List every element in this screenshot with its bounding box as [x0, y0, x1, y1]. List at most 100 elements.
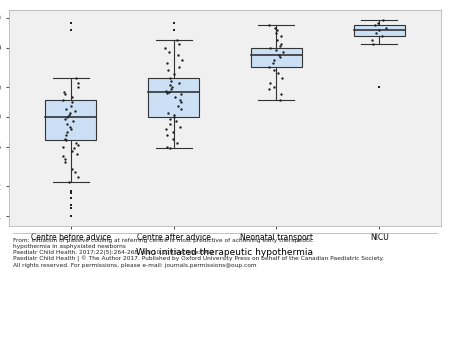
Point	[272, 47, 279, 52]
Point	[277, 55, 284, 60]
Point	[63, 138, 70, 143]
Point	[372, 22, 379, 28]
Point	[171, 112, 178, 118]
Point	[277, 34, 284, 39]
Point	[167, 146, 174, 151]
Point	[168, 84, 176, 90]
Point	[162, 45, 169, 50]
Point	[75, 174, 82, 179]
Point	[167, 78, 175, 84]
Point	[72, 140, 80, 145]
Text: From: Initiation of passive cooling at referring centre is most predictive of ac: From: Initiation of passive cooling at r…	[14, 238, 384, 268]
Point	[163, 90, 171, 96]
Point	[177, 92, 184, 97]
Point	[274, 37, 281, 43]
Point	[69, 166, 76, 171]
Point	[162, 127, 170, 132]
Point	[65, 179, 72, 185]
Point	[376, 84, 383, 90]
Point	[277, 97, 284, 102]
Point	[170, 28, 177, 33]
Point	[75, 84, 82, 90]
Point	[265, 22, 272, 28]
Point	[273, 28, 280, 33]
Point	[166, 82, 173, 88]
Point	[266, 80, 274, 86]
Point	[173, 37, 180, 43]
Point	[376, 28, 383, 33]
Point	[378, 34, 385, 39]
Point	[67, 110, 74, 116]
Point	[67, 20, 74, 25]
FancyBboxPatch shape	[251, 48, 302, 67]
Point	[175, 41, 182, 46]
Point	[178, 57, 185, 62]
Point	[66, 124, 73, 129]
Point	[162, 88, 170, 93]
Point	[164, 67, 171, 72]
Point	[275, 53, 282, 58]
Point	[60, 89, 67, 94]
Point	[64, 121, 71, 127]
Point	[67, 213, 74, 219]
Point	[62, 92, 69, 97]
Point	[68, 127, 75, 132]
FancyBboxPatch shape	[354, 25, 405, 37]
FancyBboxPatch shape	[148, 77, 199, 117]
Point	[369, 41, 377, 46]
Point	[176, 80, 183, 86]
Point	[272, 25, 279, 30]
Point	[166, 121, 173, 127]
Point	[270, 84, 278, 90]
Point	[72, 108, 79, 114]
Point	[175, 103, 182, 108]
Point	[64, 114, 71, 120]
Point	[62, 160, 69, 165]
Point	[266, 87, 273, 92]
Point	[69, 149, 76, 154]
Point	[62, 133, 69, 138]
Point	[175, 53, 182, 58]
Point	[170, 20, 177, 25]
Point	[177, 124, 184, 129]
Point	[62, 156, 69, 161]
Point	[170, 114, 177, 120]
Point	[270, 67, 277, 72]
Point	[279, 50, 286, 55]
Point	[67, 28, 74, 33]
Point	[75, 142, 82, 148]
Point	[65, 112, 72, 118]
Point	[277, 41, 284, 46]
Point	[164, 133, 171, 138]
Point	[275, 70, 282, 75]
Point	[64, 129, 71, 135]
Point	[62, 136, 69, 142]
Point	[171, 72, 178, 77]
Point	[273, 31, 280, 36]
Point	[382, 25, 390, 30]
Point	[177, 100, 184, 105]
Point	[170, 129, 177, 135]
Point	[175, 64, 182, 70]
Point	[374, 20, 382, 25]
Point	[173, 119, 180, 124]
Point	[165, 50, 172, 55]
Point	[62, 106, 69, 112]
Point	[368, 37, 375, 43]
Point	[167, 87, 174, 92]
Point	[167, 117, 174, 122]
Point	[71, 146, 78, 151]
Point	[169, 136, 176, 142]
Point	[73, 151, 81, 157]
Point	[69, 100, 76, 105]
Point	[59, 144, 67, 149]
Point	[67, 188, 74, 193]
Point	[277, 92, 284, 97]
Point	[178, 106, 185, 112]
Point	[60, 97, 67, 102]
Point	[270, 57, 277, 62]
Point	[380, 18, 387, 23]
Point	[171, 94, 179, 99]
Point	[67, 202, 74, 207]
Point	[165, 110, 172, 116]
